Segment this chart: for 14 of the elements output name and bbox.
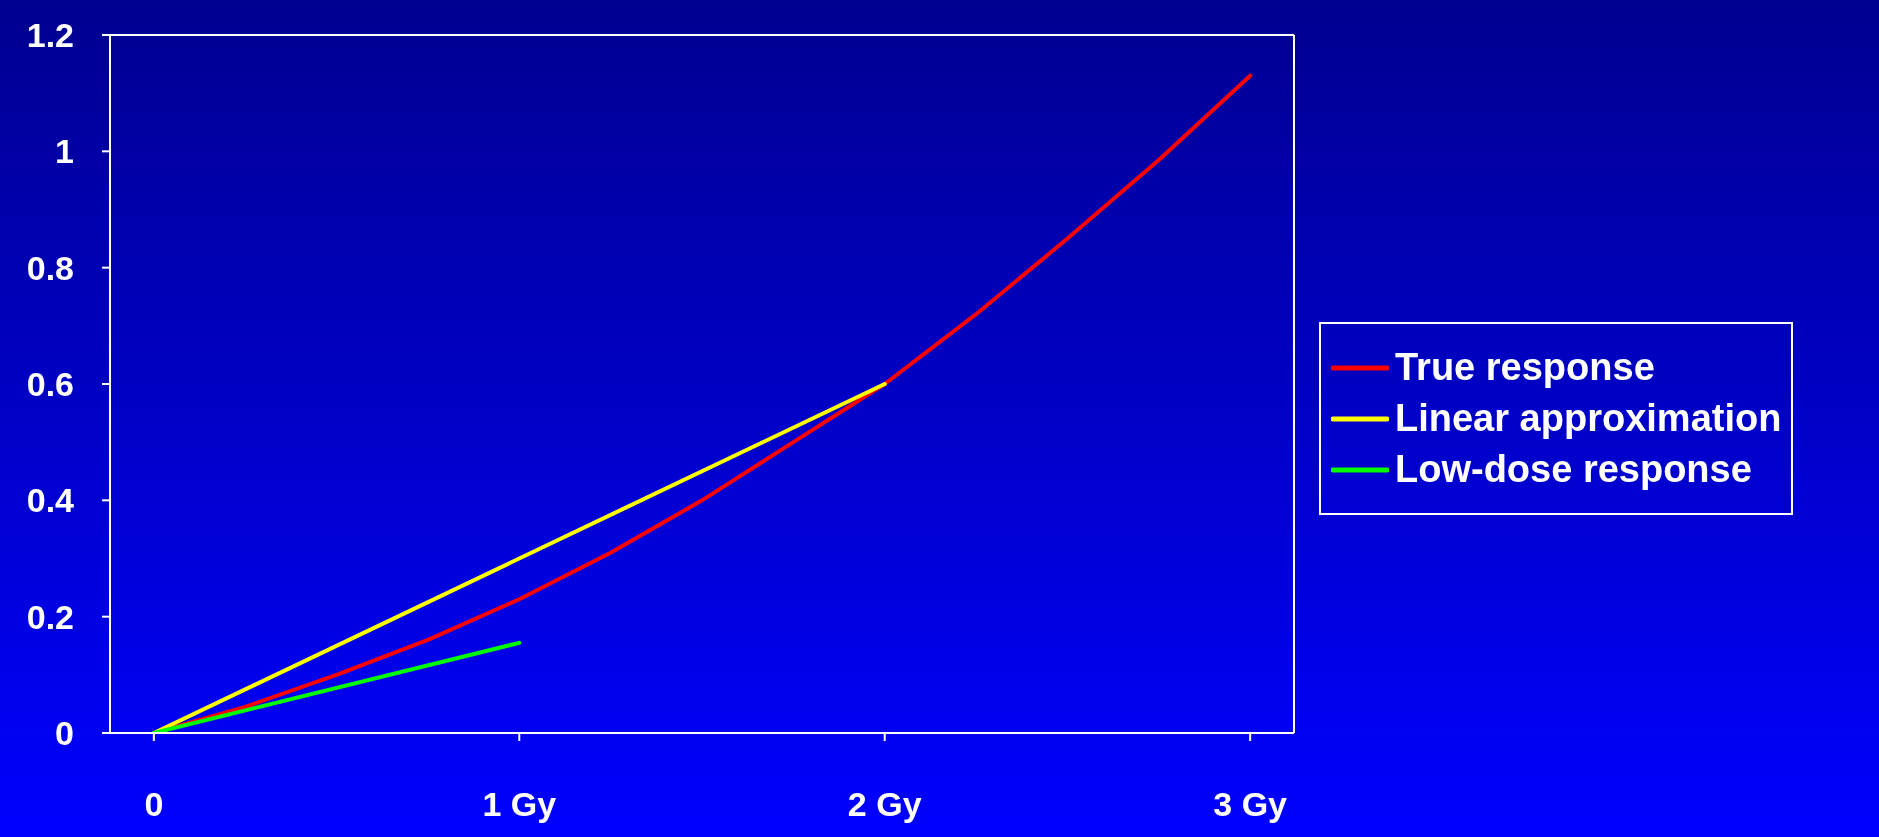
- y-tick-label: 0.6: [26, 365, 74, 403]
- y-tick-label: 0.8: [26, 248, 74, 287]
- x-tick-label: 1 Gy: [482, 784, 557, 823]
- legend-label: Linear approximation: [1395, 397, 1782, 440]
- y-tick-label: 0: [55, 714, 74, 752]
- y-tick-label: 0.4: [26, 481, 75, 520]
- x-tick-label: 3 Gy: [1213, 784, 1288, 823]
- legend-label: Low-dose response: [1395, 448, 1752, 491]
- x-tick-label: 2 Gy: [847, 784, 922, 823]
- y-tick-label: 0.2: [26, 597, 74, 636]
- x-tick-label: 0: [144, 784, 164, 823]
- y-tick-label: 1: [55, 132, 74, 171]
- y-tick-label: 1.2: [26, 16, 74, 54]
- legend-label: True response: [1395, 346, 1655, 389]
